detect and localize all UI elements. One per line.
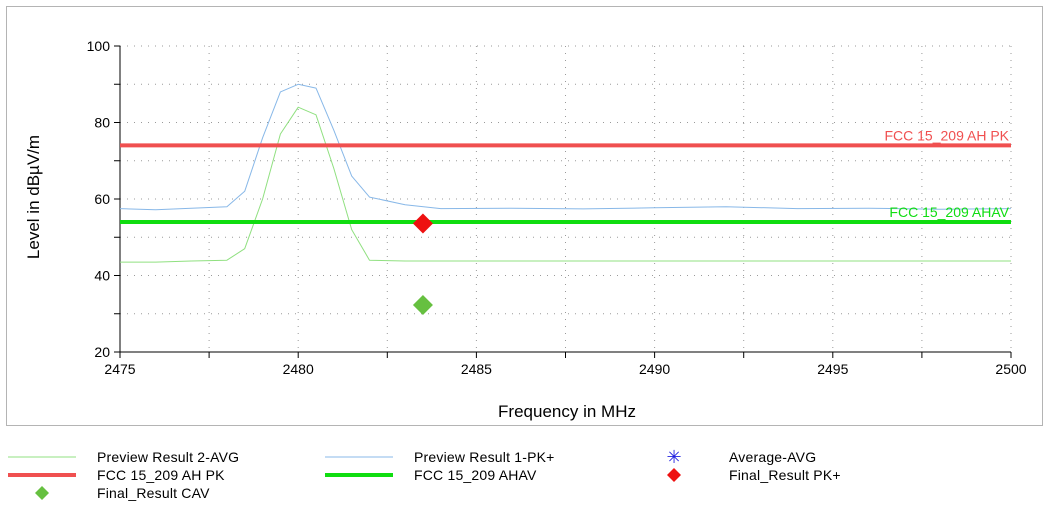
legend-diamond-icon: [35, 486, 49, 500]
limit-line-label: FCC 15_209 AHAV: [889, 204, 1009, 220]
legend: Preview Result 2-AVG Preview Result 1-PK+…: [0, 448, 1049, 512]
legend-label: Final_Result PK+: [729, 467, 841, 483]
legend-item: Preview Result 1-PK+: [325, 448, 625, 466]
legend-label: Preview Result 2-AVG: [97, 449, 240, 465]
series-line: [119, 83, 1012, 211]
legend-diamond-icon: [667, 468, 681, 482]
legend-symbol: [325, 456, 393, 458]
y-tick-label: 100: [87, 38, 111, 54]
legend-item: Final_Result CAV: [8, 484, 308, 502]
x-axis-title: Frequency in MHz: [498, 402, 636, 421]
result-marker: [412, 294, 433, 315]
legend-symbol: [667, 468, 681, 482]
chart-frame: 20 40 60 80 100 2475 2480 2485 2490 2495 2500 FCC …: [6, 6, 1043, 426]
series-line: [120, 106, 1011, 263]
legend-label: FCC 15_209 AHAV: [414, 467, 537, 483]
legend-item: FCC 15_209 AHAV: [325, 466, 625, 484]
legend-item: ✳ Average-AVG: [640, 448, 940, 466]
series: FCC 15_209 AH PK FCC 15_209 AHAV: [119, 83, 1012, 263]
legend-symbol: [325, 473, 393, 477]
legend-symbol: [35, 486, 49, 500]
y-axis-title: Level in dBµV/m: [24, 135, 43, 259]
x-tick-label: 2495: [817, 361, 848, 377]
line-chart: 20 40 60 80 100 2475 2480 2485 2490 2495 2500 FCC …: [24, 38, 1027, 421]
x-tick-label: 2490: [639, 361, 670, 377]
legend-symbol: [8, 473, 76, 477]
x-tick-label: 2500: [995, 361, 1026, 377]
y-tick-label: 80: [94, 115, 110, 131]
markers: [412, 213, 433, 315]
grid: [119, 45, 1012, 353]
legend-label: FCC 15_209 AH PK: [97, 467, 225, 483]
x-tick-label: 2475: [104, 361, 135, 377]
y-tick-label: 60: [94, 191, 110, 207]
legend-item: Preview Result 2-AVG: [8, 448, 308, 466]
legend-item: Final_Result PK+: [640, 466, 940, 484]
legend-label: Preview Result 1-PK+: [414, 449, 555, 465]
result-marker: [412, 213, 433, 234]
x-tick-label: 2485: [461, 361, 492, 377]
legend-asterisk-icon: ✳: [666, 448, 681, 466]
legend-symbol: [8, 456, 76, 458]
legend-item: FCC 15_209 AH PK: [8, 466, 308, 484]
x-tick-label: 2480: [283, 361, 314, 377]
y-tick-label: 40: [94, 268, 110, 284]
axes: 20 40 60 80 100 2475 2480 2485 2490 2495 2500: [87, 38, 1027, 377]
limit-line-label: FCC 15_209 AH PK: [884, 127, 1009, 143]
legend-symbol: ✳: [666, 448, 681, 466]
y-tick-label: 20: [94, 344, 110, 360]
legend-label: Average-AVG: [729, 449, 817, 465]
legend-label: Final_Result CAV: [97, 485, 210, 501]
